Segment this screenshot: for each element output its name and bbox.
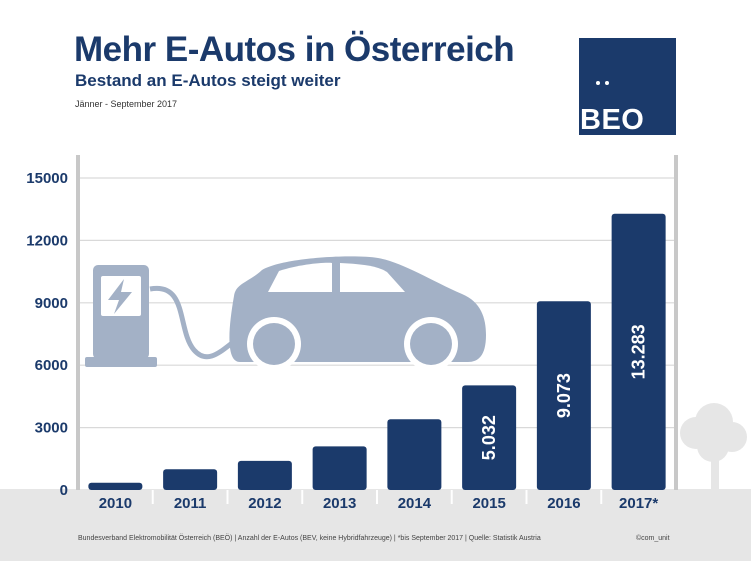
page-title: Mehr E-Autos in Österreich bbox=[74, 30, 515, 69]
x-tick-label: 2010 bbox=[99, 495, 132, 512]
bar-2014 bbox=[387, 419, 442, 490]
logo-text: BEO bbox=[580, 104, 645, 136]
lightning-bolt-icon bbox=[108, 279, 132, 314]
bar-2015 bbox=[462, 385, 517, 490]
source-note: Bundesverband Elektromobilität Österreic… bbox=[78, 535, 541, 542]
period-label: Jänner - September 2017 bbox=[75, 99, 178, 109]
x-tick-label: 2017* bbox=[619, 495, 658, 512]
credit-label: ©com_unit bbox=[636, 535, 670, 542]
x-tick-label: 2011 bbox=[174, 495, 207, 512]
logo-dots-icon bbox=[596, 81, 600, 85]
car-icon bbox=[229, 256, 486, 371]
y-axis: 0 3000 6000 9000 12000 15000 bbox=[26, 155, 678, 499]
beo-logo: BEO bbox=[579, 38, 676, 136]
page-subtitle: Bestand an E-Autos steigt weiter bbox=[75, 71, 341, 90]
bar-2011 bbox=[163, 469, 218, 490]
tree-icon bbox=[680, 403, 747, 489]
y-tick-label: 9000 bbox=[35, 295, 68, 312]
data-label: 5.032 bbox=[479, 415, 499, 460]
bar-2013 bbox=[312, 446, 367, 490]
data-label: 13.283 bbox=[629, 324, 649, 379]
x-tick-label: 2015 bbox=[472, 495, 505, 512]
x-axis: 2010 2011 2012 2013 2014 2015 2016 2017* bbox=[99, 490, 658, 512]
y-tick-label: 6000 bbox=[35, 357, 68, 374]
bar-2016 bbox=[536, 301, 591, 490]
x-tick-label: 2012 bbox=[248, 495, 281, 512]
ev-charging-illustration bbox=[85, 256, 486, 371]
y-tick-label: 15000 bbox=[26, 170, 68, 187]
bar-2017 bbox=[611, 213, 666, 490]
bar-2010 bbox=[88, 482, 143, 490]
ground-band bbox=[0, 489, 751, 561]
x-tick-label: 2016 bbox=[547, 495, 580, 512]
y-tick-label: 0 bbox=[60, 482, 68, 499]
data-labels: 5.032 9.073 13.283 bbox=[479, 324, 649, 460]
bar-2012 bbox=[237, 460, 292, 490]
bars bbox=[88, 213, 666, 490]
data-label: 9.073 bbox=[554, 373, 574, 418]
y-tick-label: 3000 bbox=[35, 420, 68, 437]
y-tick-label: 12000 bbox=[26, 232, 68, 249]
x-tick-label: 2013 bbox=[323, 495, 356, 512]
charging-cable bbox=[149, 285, 238, 360]
x-tick-label: 2014 bbox=[398, 495, 432, 512]
